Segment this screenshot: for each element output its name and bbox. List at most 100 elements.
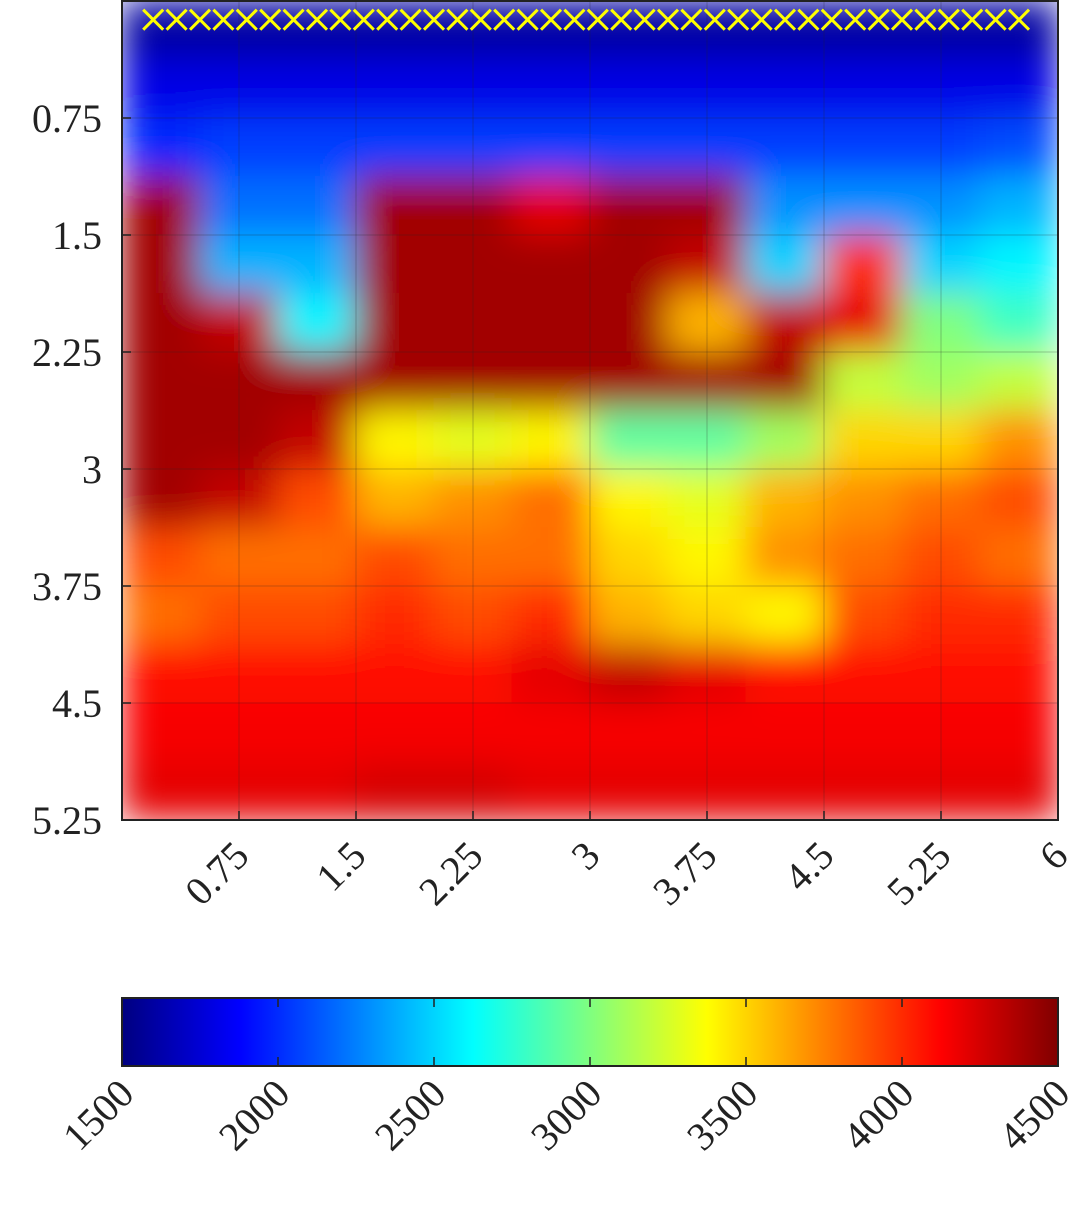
heatmap-cell	[355, 234, 435, 294]
colorbar	[121, 997, 1059, 1067]
heatmap-cell	[901, 585, 981, 645]
marker	[633, 8, 656, 31]
heatmap-cell	[277, 644, 357, 704]
heatmap-cell	[979, 702, 1058, 762]
heatmap-cell	[511, 293, 591, 353]
heatmap-cell	[355, 702, 435, 762]
heatmap-cell	[745, 234, 825, 294]
heatmap-cell	[199, 59, 279, 119]
heatmap-cell	[433, 410, 513, 470]
heatmap-cell	[745, 117, 825, 177]
heatmap-cell	[823, 59, 903, 119]
heatmap-cell	[277, 59, 357, 119]
heatmap-cell	[979, 410, 1058, 470]
x-tick-label: 5.25	[878, 833, 959, 914]
heatmap-cell	[589, 468, 669, 528]
marker	[235, 8, 258, 31]
heatmap-cell	[979, 468, 1058, 528]
heatmap-cell	[511, 351, 591, 411]
marker	[446, 8, 469, 31]
heatmap-cell	[979, 351, 1058, 411]
heatmap-cell	[901, 117, 981, 177]
heatmap-cell	[667, 644, 747, 704]
x-tick-label: 1.5	[307, 833, 374, 900]
heatmap-cell	[589, 176, 669, 236]
heatmap-cell	[199, 527, 279, 587]
heatmap-cell	[823, 468, 903, 528]
x-tick-label: 0.75	[176, 833, 257, 914]
colorbar-tick-label: 4000	[834, 1071, 922, 1159]
heatmap-cell	[823, 351, 903, 411]
marker	[142, 8, 165, 31]
heatmap-cell	[745, 761, 825, 820]
heatmap-cell	[199, 644, 279, 704]
heatmap-cell	[277, 585, 357, 645]
heatmap-cell	[433, 702, 513, 762]
heatmap-cell	[511, 702, 591, 762]
heatmap-cell	[433, 468, 513, 528]
heatmap-cell	[199, 410, 279, 470]
heatmap-cell	[589, 410, 669, 470]
heatmap-cell	[122, 234, 201, 294]
heatmap-cell	[667, 761, 747, 820]
heatmap-cell	[355, 117, 435, 177]
heatmap-cell	[745, 527, 825, 587]
marker	[867, 8, 890, 31]
heatmap-cell	[277, 234, 357, 294]
heatmap-cell	[667, 410, 747, 470]
marker	[212, 8, 235, 31]
heatmap-cell	[433, 234, 513, 294]
heatmap-cell	[199, 585, 279, 645]
heatmap-cell	[745, 410, 825, 470]
heatmap-cell	[589, 761, 669, 820]
heatmap-cell	[277, 117, 357, 177]
heatmap-cell	[823, 293, 903, 353]
heatmap-cell	[355, 410, 435, 470]
heatmap-cell	[122, 410, 201, 470]
heatmap-cell	[122, 1, 201, 60]
heatmap-cell	[667, 702, 747, 762]
colorbar-tick-label: 3000	[522, 1071, 610, 1159]
heatmap-cell	[901, 234, 981, 294]
heatmap-cell	[589, 1, 669, 60]
heatmap-cell	[823, 702, 903, 762]
marker	[1007, 8, 1031, 31]
heatmap-cell	[433, 293, 513, 353]
heatmap-cell	[901, 644, 981, 704]
marker	[937, 8, 960, 31]
heatmap-cell	[979, 527, 1058, 587]
heatmap-cell	[355, 468, 435, 528]
heatmap-cell	[823, 176, 903, 236]
heatmap-cell	[589, 59, 669, 119]
marker	[797, 8, 820, 31]
heatmap-cell	[901, 293, 981, 353]
heatmap-cell	[823, 117, 903, 177]
heatmap-cell	[433, 351, 513, 411]
x-tick-label: 2.25	[410, 833, 491, 914]
heatmap-cell	[667, 585, 747, 645]
heatmap-cell	[589, 527, 669, 587]
heatmap-cell	[901, 761, 981, 820]
x-tick-label: 3.75	[644, 833, 725, 914]
heatmap-cell	[511, 176, 591, 236]
heatmap-cell	[122, 527, 201, 587]
marker	[750, 8, 773, 31]
marker	[914, 8, 937, 31]
marker	[282, 8, 305, 31]
heatmap-cell	[277, 351, 357, 411]
heatmap-cell	[667, 176, 747, 236]
heatmap-cell	[745, 59, 825, 119]
heatmap-cell	[122, 468, 201, 528]
heatmap-cell	[122, 761, 201, 820]
marker	[563, 8, 586, 31]
heatmap-cell	[511, 468, 591, 528]
y-tick-label: 5.25	[32, 798, 102, 843]
heatmap-cell	[979, 644, 1058, 704]
heatmap-cell	[199, 293, 279, 353]
marker	[539, 8, 563, 31]
heatmap-cell	[122, 351, 201, 411]
heatmap-cell	[667, 117, 747, 177]
heatmap-cell	[433, 59, 513, 119]
colorbar-tick-label: 3500	[678, 1071, 766, 1159]
